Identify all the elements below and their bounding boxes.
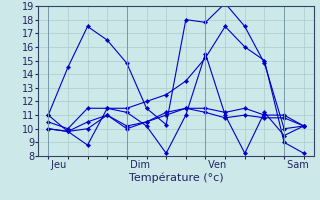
X-axis label: Température (°c): Température (°c) bbox=[129, 173, 223, 183]
